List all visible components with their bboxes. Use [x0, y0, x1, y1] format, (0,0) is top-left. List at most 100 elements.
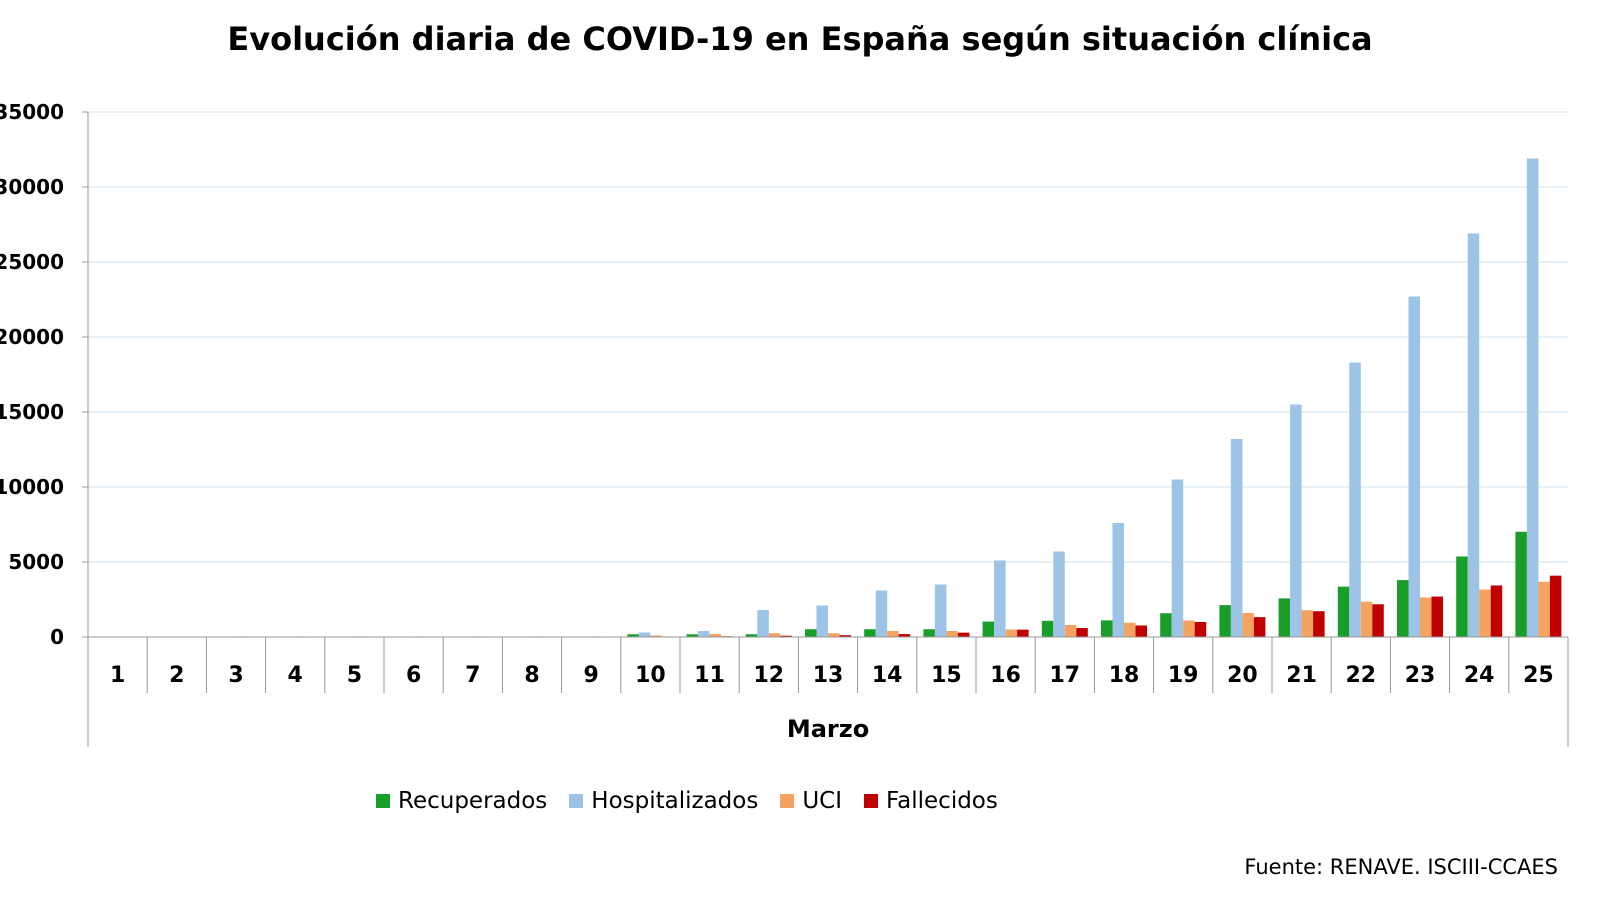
- bar-hospitalizados: [816, 605, 828, 637]
- bar-recuperados: [1101, 620, 1113, 637]
- bar-hospitalizados: [1171, 479, 1184, 637]
- bar-hospitalizados: [638, 632, 651, 637]
- bar-hospitalizados: [1467, 233, 1480, 637]
- x-tick-label: 19: [1168, 663, 1199, 688]
- bar-uci: [887, 631, 899, 637]
- bar-hospitalizados: [1526, 158, 1539, 637]
- legend-swatch-hospitalizados: [569, 794, 584, 808]
- source-note: Fuente: RENAVE. ISCIII-CCAES: [1244, 855, 1558, 879]
- gridlines: [88, 111, 1568, 563]
- bar-fallecidos: [1253, 617, 1266, 637]
- x-tick-label: 23: [1405, 663, 1436, 688]
- bar-recuperados: [1160, 613, 1172, 637]
- legend-label-fallecidos: Fallecidos: [886, 788, 998, 814]
- bar-hospitalizados: [934, 584, 947, 637]
- bar-recuperados: [805, 629, 817, 637]
- bar-recuperados: [1041, 620, 1054, 637]
- bar-hospitalizados: [875, 590, 888, 637]
- y-tick-label: 25000: [0, 250, 64, 274]
- bar-recuperados: [627, 634, 639, 637]
- legend-swatch-fallecidos: [864, 794, 879, 808]
- y-tick-label: 5000: [8, 550, 64, 574]
- bar-hospitalizados: [1408, 296, 1420, 637]
- bar-hospitalizados: [698, 631, 710, 637]
- bar-uci: [1479, 589, 1491, 637]
- legend-swatch-recuperados: [376, 794, 390, 808]
- y-tick-label: 10000: [0, 475, 64, 499]
- bar-recuperados: [1456, 556, 1468, 637]
- bar-recuperados: [1397, 580, 1409, 637]
- bar-recuperados: [745, 634, 758, 637]
- legend-label-recuperados: Recuperados: [398, 788, 548, 814]
- bar-uci: [709, 634, 722, 637]
- legend-label-hospitalizados: Hospitalizados: [591, 788, 759, 814]
- legend-label-uci: UCI: [802, 788, 843, 814]
- bar-uci: [946, 631, 958, 637]
- bar-uci: [1360, 601, 1373, 637]
- bar-fallecidos: [957, 632, 970, 637]
- legend-item-recuperados: Recuperados: [376, 788, 547, 814]
- bar-fallecidos: [1194, 621, 1207, 637]
- bar-fallecidos: [839, 635, 851, 637]
- x-tick-label: 9: [584, 663, 599, 688]
- bar-uci: [768, 633, 781, 637]
- legend-item-uci: UCI: [780, 788, 842, 814]
- bar-recuperados: [923, 629, 935, 637]
- y-tick-label: 15000: [0, 400, 64, 424]
- y-tick-label: 30000: [0, 175, 64, 199]
- bar-recuperados: [1278, 598, 1291, 637]
- y-tick-label: 20000: [0, 325, 64, 349]
- x-tick-label: 24: [1464, 663, 1495, 688]
- bar-uci: [1301, 610, 1314, 637]
- x-tick-label: 12: [753, 663, 784, 688]
- bar-recuperados: [864, 629, 876, 637]
- x-tick-label: 17: [1049, 663, 1080, 688]
- x-tick-label: 7: [465, 663, 480, 688]
- x-tick-label: 10: [635, 663, 666, 688]
- chart-title: Evolución diaria de COVID-19 en España s…: [227, 20, 1373, 58]
- bar-uci: [1420, 597, 1432, 637]
- bar-uci: [650, 635, 662, 637]
- bar-fallecidos: [1017, 629, 1029, 637]
- bar-uci: [828, 633, 840, 637]
- axes: [82, 111, 1569, 747]
- bar-fallecidos: [780, 635, 792, 637]
- bar-fallecidos: [898, 634, 911, 637]
- x-tick-label: 6: [406, 663, 421, 688]
- x-tick-label: 14: [872, 663, 903, 688]
- bar-uci: [1183, 620, 1195, 637]
- bar-uci: [1124, 622, 1136, 637]
- legend-swatch-uci: [780, 794, 795, 808]
- x-axis-title: Marzo: [787, 715, 869, 743]
- bars: [153, 158, 1562, 637]
- bar-hospitalizados: [1230, 439, 1243, 637]
- bar-hospitalizados: [1112, 523, 1124, 637]
- bar-hospitalizados: [757, 610, 769, 637]
- x-tick-label: 3: [228, 663, 243, 688]
- x-tick-label: 16: [990, 663, 1021, 688]
- bar-uci: [1064, 625, 1077, 637]
- x-tick-label: 13: [813, 663, 844, 688]
- bar-recuperados: [1219, 605, 1231, 637]
- bar-recuperados: [982, 621, 995, 637]
- bar-uci: [1538, 581, 1550, 637]
- x-tick-label: 8: [524, 663, 539, 688]
- x-tick-label: 22: [1345, 663, 1376, 688]
- bar-recuperados: [1515, 531, 1527, 637]
- x-tick-label: 20: [1227, 663, 1258, 688]
- bar-fallecidos: [1076, 628, 1088, 637]
- bar-fallecidos: [1490, 585, 1503, 637]
- x-tick-label: 25: [1523, 663, 1554, 688]
- bar-hospitalizados: [994, 560, 1006, 637]
- bar-fallecidos: [1313, 611, 1325, 637]
- x-tick-label: 1: [110, 663, 125, 688]
- bar-hospitalizados: [1053, 551, 1065, 637]
- bar-recuperados: [1337, 586, 1350, 637]
- x-tick-label: 4: [288, 663, 303, 688]
- x-tick-label: 5: [347, 663, 362, 688]
- bar-hospitalizados: [1290, 404, 1302, 637]
- bar-fallecidos: [1372, 604, 1384, 637]
- bar-uci: [1005, 629, 1018, 637]
